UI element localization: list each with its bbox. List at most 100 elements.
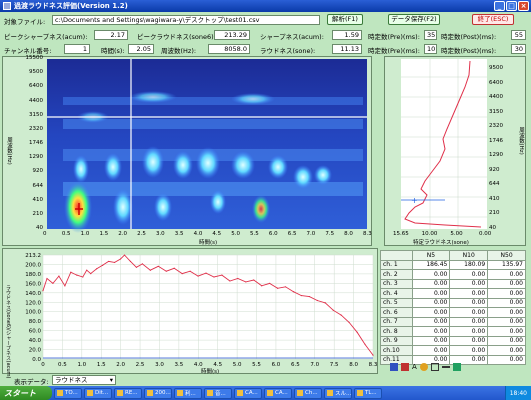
value-cell: 0.00 bbox=[411, 345, 451, 356]
value-cell: 0.00 bbox=[487, 288, 526, 299]
loudness-xtick: 8.0 bbox=[349, 362, 358, 368]
sharpness-field[interactable]: 1.59 bbox=[332, 30, 362, 40]
table-row[interactable]: ch. 4 0.00 0.00 0.00 bbox=[380, 288, 526, 299]
frequency-field[interactable]: 8058.0 bbox=[208, 44, 250, 54]
specific-loudness-ytick: 6400 bbox=[489, 79, 503, 86]
table-row[interactable]: ch. 2 0.00 0.00 0.00 bbox=[380, 269, 526, 280]
taskbar-item[interactable]: 音... bbox=[204, 387, 232, 399]
start-button[interactable]: スタート bbox=[0, 386, 52, 400]
spectrogram-xtick: 3.0 bbox=[155, 231, 165, 237]
loudness-point bbox=[245, 281, 247, 283]
taskbar-item[interactable]: Ch... bbox=[294, 387, 322, 399]
time-field[interactable]: 2.05 bbox=[128, 44, 154, 54]
taskbar-item[interactable]: 200... bbox=[144, 387, 172, 399]
minimize-button[interactable]: _ bbox=[494, 1, 505, 11]
time-post2-field[interactable]: 30 bbox=[511, 44, 526, 54]
loudness-xtick: 5.5 bbox=[252, 362, 261, 368]
table-header bbox=[380, 250, 413, 261]
taskbar-item[interactable]: スル... bbox=[324, 387, 352, 399]
taskbar-item[interactable]: CA... bbox=[264, 387, 292, 399]
peak-loudness-field[interactable]: 213.29 bbox=[214, 30, 250, 40]
spectrogram-ytick: 2320 bbox=[29, 125, 43, 132]
table-row[interactable]: ch. 6 0.00 0.00 0.00 bbox=[380, 307, 526, 318]
value-cell: 0.00 bbox=[411, 288, 451, 299]
file-label: 対象ファイル: bbox=[4, 18, 46, 26]
value-cell: 0.00 bbox=[411, 269, 451, 280]
taskbar-item[interactable]: CA... bbox=[234, 387, 262, 399]
peak-sharpness-field[interactable]: 2.17 bbox=[94, 30, 128, 40]
taskbar-item[interactable]: TL... bbox=[354, 387, 382, 399]
loudness-xtick: 3.0 bbox=[155, 362, 164, 368]
spectrogram-xtick: 2.0 bbox=[118, 231, 128, 237]
loudness-point bbox=[261, 285, 263, 287]
taskbar-item[interactable]: RE... bbox=[114, 387, 142, 399]
loudness-ytick: 213.2 bbox=[25, 253, 41, 259]
peak-loudness-label: ピークラウドネス(sone6): bbox=[137, 33, 216, 41]
channel-field[interactable]: 1 bbox=[64, 44, 90, 54]
value-cell: 0.00 bbox=[487, 307, 526, 318]
taskbar-item[interactable]: TO... bbox=[54, 387, 82, 399]
table-row[interactable]: ch. 7 0.00 0.00 0.00 bbox=[380, 316, 526, 327]
table-row[interactable]: ch. 5 0.00 0.00 0.00 bbox=[380, 297, 526, 308]
loudness-point bbox=[364, 343, 366, 345]
window-icon bbox=[87, 390, 93, 396]
window-icon bbox=[207, 390, 213, 396]
taskbar-item[interactable]: Dit... bbox=[84, 387, 112, 399]
value-cell: 0.00 bbox=[411, 335, 451, 346]
table-row[interactable]: ch. 3 0.00 0.00 0.00 bbox=[380, 278, 526, 289]
table-row[interactable]: ch. 9 0.00 0.00 0.00 bbox=[380, 335, 526, 346]
taskbar-item-label: スル... bbox=[335, 391, 352, 397]
specific-loudness-ytick: 1746 bbox=[489, 137, 503, 144]
channel-cell: ch.10 bbox=[380, 345, 413, 356]
table-row[interactable]: ch.10 0.00 0.00 0.00 bbox=[380, 345, 526, 356]
rect-icon[interactable] bbox=[430, 363, 439, 371]
file-path-field[interactable]: c:\Documents and Settings\wagiwara-y\デスク… bbox=[52, 15, 320, 25]
taskbar: スタート TO... Dit... RE... 200... 利... 音... CA...… bbox=[0, 386, 531, 400]
spectrogram-xtick: 6.5 bbox=[287, 231, 297, 237]
maximize-button[interactable]: □ bbox=[506, 1, 517, 11]
table-row[interactable]: ch. 1 186.45 180.09 135.97 bbox=[380, 259, 526, 270]
exit-button[interactable]: 終了(ESC) bbox=[472, 14, 514, 25]
loudness-ytick: 20.0 bbox=[29, 348, 42, 354]
loudness-xtick: 4.5 bbox=[213, 362, 222, 368]
window-icon bbox=[297, 390, 303, 396]
table-row[interactable]: ch. 8 0.00 0.00 0.00 bbox=[380, 326, 526, 337]
spectrogram-ytick: 40 bbox=[36, 225, 43, 231]
value-cell: 0.00 bbox=[487, 326, 526, 337]
specific-loudness-xtick: 5.00 bbox=[450, 231, 463, 237]
loudness-point bbox=[52, 282, 54, 284]
specific-loudness-svg[interactable]: + bbox=[385, 57, 527, 247]
palette-icon[interactable] bbox=[401, 363, 409, 371]
time-pre2-field[interactable]: 10 bbox=[424, 44, 437, 54]
value-cell: 0.00 bbox=[411, 278, 451, 289]
color-icon[interactable] bbox=[419, 363, 428, 371]
loudness-xtick: 6.5 bbox=[291, 362, 300, 368]
loudness-xtick: 0 bbox=[41, 362, 45, 368]
chart-icon[interactable] bbox=[390, 363, 398, 371]
close-button[interactable]: × bbox=[518, 1, 529, 11]
value-cell: 0.00 bbox=[449, 297, 489, 308]
fill-icon[interactable] bbox=[452, 363, 461, 371]
text-icon[interactable]: A bbox=[412, 363, 417, 371]
spectrogram-svg[interactable] bbox=[3, 57, 373, 247]
taskbar-item[interactable]: 利... bbox=[174, 387, 202, 399]
time-pre-field[interactable]: 35 bbox=[424, 30, 437, 40]
time-post-field[interactable]: 55 bbox=[511, 30, 526, 40]
line-icon[interactable] bbox=[441, 366, 450, 368]
taskbar-item-label: 利... bbox=[185, 391, 196, 397]
spectrogram-xlabel: 時間(s) bbox=[199, 240, 218, 246]
channel-cell: ch. 8 bbox=[380, 326, 413, 337]
window-titlebar: 過渡ラウドネス評価(Version 1.2) _ □ × bbox=[0, 0, 531, 12]
peak-sharpness-label: ピークシャープネス(acum): bbox=[4, 33, 88, 41]
loudness-point bbox=[173, 267, 175, 269]
save-data-button[interactable]: データ保存(F2) bbox=[388, 14, 440, 25]
spectrogram-ytick: 920 bbox=[32, 168, 44, 175]
display-data-select[interactable]: ラウドネス ▾ bbox=[52, 375, 116, 385]
loudness-ytick: 60.0 bbox=[29, 329, 42, 335]
channel-cell: ch. 7 bbox=[380, 316, 413, 327]
spectrogram-ytick: 410 bbox=[32, 196, 44, 203]
channel-cell: ch. 5 bbox=[380, 297, 413, 308]
analyze-button[interactable]: 解析(F1) bbox=[327, 14, 363, 25]
loudness-chart-svg[interactable]: 213.2 200.0 180.0 160.0 140.0 120.0 100.0 80.0 6… bbox=[3, 249, 379, 375]
loudness-field[interactable]: 11.13 bbox=[332, 44, 362, 54]
